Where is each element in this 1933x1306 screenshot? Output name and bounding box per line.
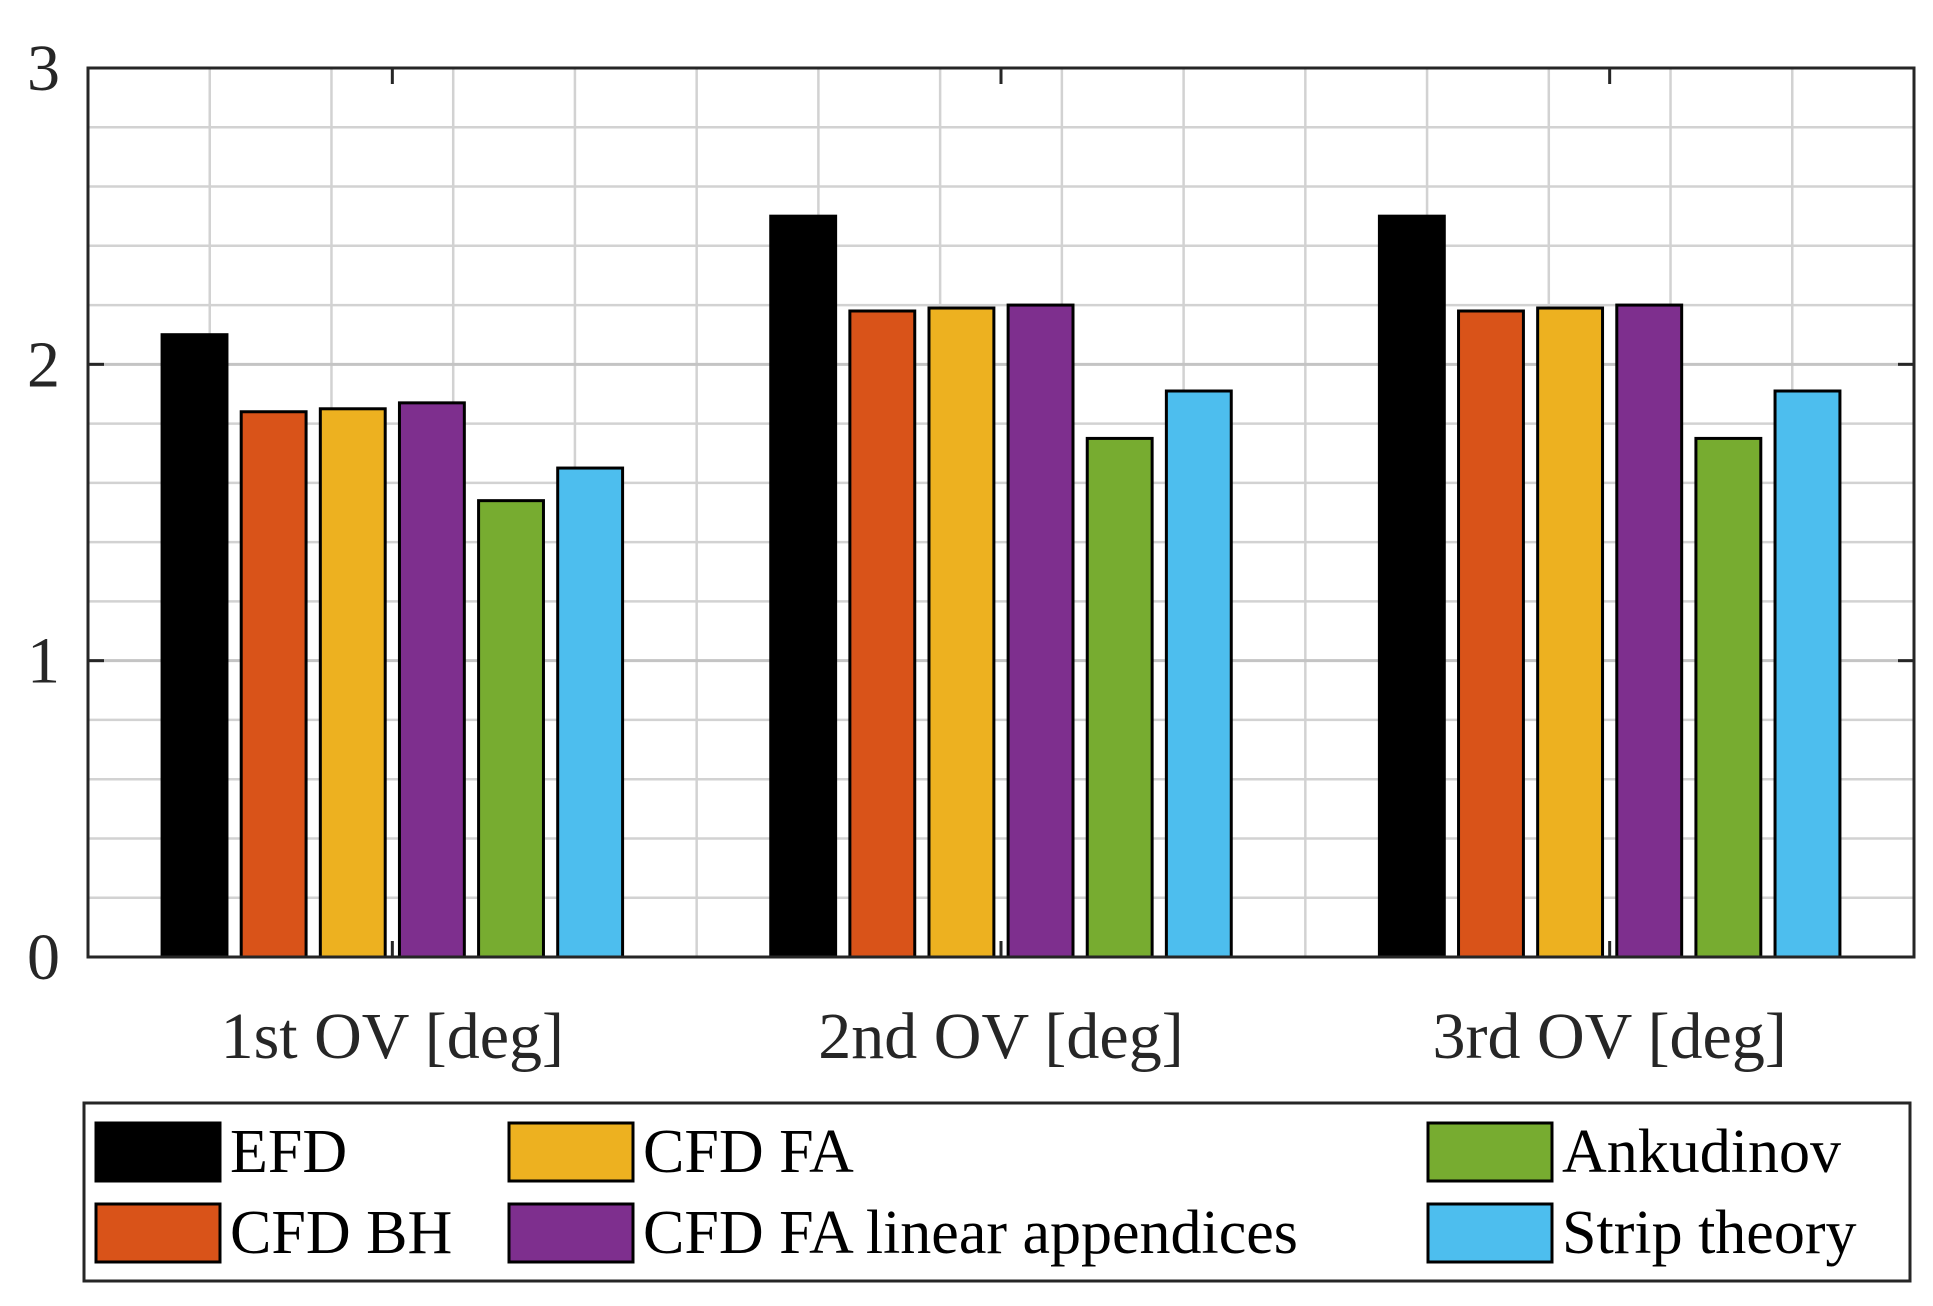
legend: EFD CFD BH CFD FA CFD FA linear appendices A… [82, 1101, 1912, 1283]
legend-swatch-strip-theory [1426, 1202, 1554, 1264]
legend-swatch-ankudinov [1426, 1121, 1554, 1183]
bar-efd-3 [1377, 214, 1446, 959]
axes [86, 66, 1916, 959]
bar-cfd-fa-1 [318, 407, 387, 959]
y-tick-label: 0 [27, 921, 60, 994]
bar-cfd-fa-2 [927, 306, 996, 959]
bar-ankudinov-1 [477, 499, 545, 959]
legend-swatch-cfd-fa [507, 1121, 635, 1183]
bar-cfd-bh-1 [239, 410, 308, 959]
bar-cfd-fa-linear-appendices-3 [1615, 303, 1684, 959]
legend-label-cfd-fa-linear-appendices: CFD FA linear appendices [643, 1199, 1298, 1267]
category-label: 3rd OV [deg] [1432, 1000, 1786, 1073]
bar-strip-theory-2 [1164, 389, 1233, 959]
bar-strip-theory-3 [1773, 389, 1842, 959]
bar-efd-1 [160, 333, 229, 959]
y-tick-label: 1 [27, 625, 60, 698]
bars [160, 214, 1842, 959]
y-tick-labels: 0 1 2 3 [27, 32, 60, 994]
legend-label-cfd-bh: CFD BH [230, 1199, 452, 1267]
category-labels: 1st OV [deg] 2nd OV [deg] 3rd OV [deg] [221, 1000, 1787, 1073]
bar-cfd-fa-3 [1536, 306, 1605, 959]
bar-cfd-bh-3 [1457, 309, 1525, 959]
bar-efd-2 [769, 214, 838, 959]
bar-cfd-fa-linear-appendices-1 [397, 401, 466, 959]
legend-swatch-cfd-fa-linear-appendices [507, 1202, 635, 1264]
y-tick-label: 2 [27, 328, 60, 401]
legend-label-strip-theory: Strip theory [1562, 1199, 1856, 1267]
legend-label-efd: EFD [230, 1118, 347, 1186]
bar-cfd-bh-2 [848, 309, 917, 959]
legend-swatch-efd [94, 1121, 222, 1183]
bar-strip-theory-1 [556, 466, 625, 959]
category-label: 1st OV [deg] [221, 1000, 564, 1073]
legend-box [82, 1101, 1912, 1283]
bar-ankudinov-3 [1694, 436, 1763, 959]
bar-cfd-fa-linear-appendices-2 [1006, 303, 1075, 959]
legend-swatch-cfd-bh [94, 1202, 222, 1264]
category-label: 2nd OV [deg] [818, 1000, 1183, 1073]
bar-ankudinov-2 [1085, 436, 1154, 959]
legend-label-cfd-fa: CFD FA [643, 1118, 854, 1186]
y-tick-label: 3 [27, 32, 60, 105]
legend-label-ankudinov: Ankudinov [1562, 1118, 1841, 1186]
